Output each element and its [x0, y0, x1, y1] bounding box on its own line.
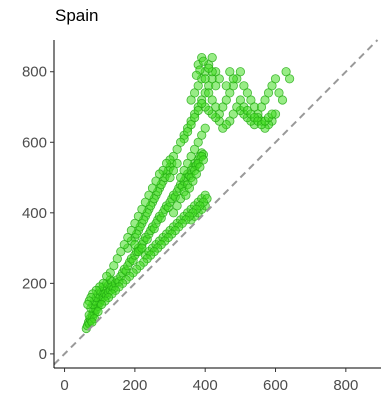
data-point [267, 109, 277, 119]
data-point [211, 81, 221, 91]
chart-title: Spain [55, 6, 99, 25]
data-point [83, 299, 93, 310]
data-point [191, 70, 201, 80]
data-point [172, 144, 182, 154]
data-point [165, 172, 175, 183]
y-tick-label: 0 [39, 346, 47, 363]
data-point [193, 105, 203, 116]
data-point [190, 88, 200, 98]
data-point [235, 67, 245, 77]
reference-line-y-equals-x [53, 39, 379, 366]
x-tick-label: 400 [193, 377, 218, 394]
x-tick-label: 600 [263, 377, 288, 394]
x-tick-label: 200 [122, 377, 147, 394]
data-point [277, 95, 288, 105]
data-point [198, 155, 208, 165]
points-layer [81, 52, 295, 334]
y-tick-label: 600 [22, 134, 47, 151]
data-point [270, 74, 281, 84]
data-point [147, 183, 158, 193]
data-point [198, 56, 208, 66]
x-axis-ticks: 0 200 400 600 800 [60, 368, 358, 394]
data-point [221, 81, 231, 91]
data-point [200, 123, 210, 133]
data-point [228, 74, 238, 84]
x-tick-label: 0 [60, 377, 68, 394]
data-point [284, 74, 295, 84]
y-tick-label: 200 [22, 275, 47, 292]
y-axis-ticks: 0 200 400 600 800 [22, 64, 54, 363]
data-point [204, 63, 214, 73]
data-point [207, 52, 217, 63]
data-point [200, 74, 210, 84]
y-tick-label: 400 [22, 205, 47, 222]
y-tick-label: 800 [22, 64, 47, 81]
x-tick-label: 800 [333, 377, 358, 394]
